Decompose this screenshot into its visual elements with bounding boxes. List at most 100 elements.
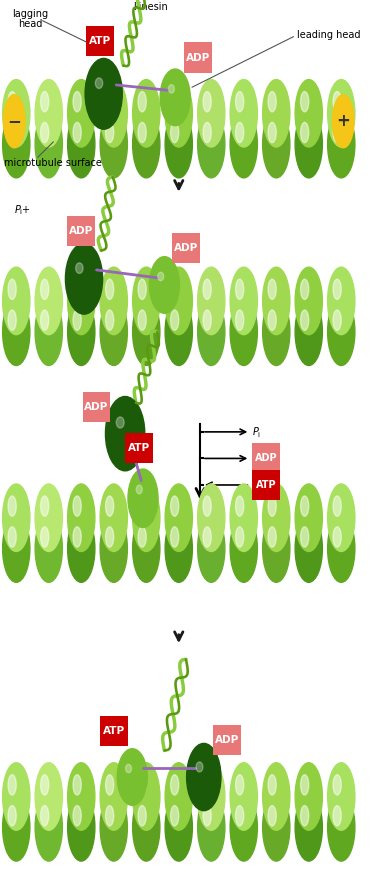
- Circle shape: [41, 279, 49, 299]
- Circle shape: [100, 515, 127, 582]
- Circle shape: [328, 484, 355, 551]
- Circle shape: [165, 763, 192, 830]
- Circle shape: [3, 794, 30, 861]
- Circle shape: [263, 794, 290, 861]
- Circle shape: [198, 298, 225, 366]
- Circle shape: [35, 111, 62, 178]
- Circle shape: [41, 527, 49, 547]
- Circle shape: [263, 111, 290, 178]
- Ellipse shape: [106, 396, 145, 471]
- Circle shape: [230, 111, 257, 178]
- Circle shape: [170, 310, 179, 330]
- Circle shape: [203, 122, 211, 142]
- Circle shape: [41, 805, 49, 826]
- Circle shape: [35, 515, 62, 582]
- Circle shape: [138, 310, 146, 330]
- Circle shape: [333, 527, 341, 547]
- FancyBboxPatch shape: [86, 26, 114, 56]
- Circle shape: [333, 91, 341, 112]
- Circle shape: [198, 794, 225, 861]
- Circle shape: [133, 267, 160, 335]
- Ellipse shape: [113, 415, 131, 441]
- Circle shape: [203, 774, 211, 795]
- Ellipse shape: [85, 58, 122, 129]
- Circle shape: [333, 774, 341, 795]
- Circle shape: [235, 122, 244, 142]
- Circle shape: [198, 111, 225, 178]
- Circle shape: [301, 122, 309, 142]
- Ellipse shape: [136, 485, 142, 494]
- Circle shape: [328, 267, 355, 335]
- Circle shape: [198, 763, 225, 830]
- Circle shape: [165, 80, 192, 147]
- Circle shape: [301, 496, 309, 516]
- Circle shape: [73, 91, 81, 112]
- Ellipse shape: [116, 417, 124, 428]
- Text: ADP: ADP: [84, 402, 109, 412]
- Circle shape: [106, 496, 114, 516]
- Circle shape: [295, 515, 323, 582]
- Text: head: head: [18, 19, 42, 29]
- Circle shape: [263, 763, 290, 830]
- Circle shape: [203, 91, 211, 112]
- Ellipse shape: [166, 83, 180, 103]
- Circle shape: [165, 515, 192, 582]
- Circle shape: [203, 279, 211, 299]
- Circle shape: [235, 774, 244, 795]
- Circle shape: [41, 774, 49, 795]
- Circle shape: [170, 279, 179, 299]
- Circle shape: [268, 774, 276, 795]
- Circle shape: [106, 527, 114, 547]
- Circle shape: [230, 484, 257, 551]
- Circle shape: [230, 763, 257, 830]
- Text: P: P: [14, 204, 20, 215]
- Text: microtubule surface: microtubule surface: [4, 158, 102, 167]
- FancyBboxPatch shape: [253, 470, 280, 500]
- Circle shape: [235, 527, 244, 547]
- Circle shape: [170, 122, 179, 142]
- Text: kinesin: kinesin: [133, 2, 167, 12]
- Circle shape: [68, 794, 95, 861]
- Circle shape: [73, 310, 81, 330]
- FancyBboxPatch shape: [67, 216, 95, 246]
- Circle shape: [301, 91, 309, 112]
- Circle shape: [235, 91, 244, 112]
- Circle shape: [198, 267, 225, 335]
- Circle shape: [133, 111, 160, 178]
- Circle shape: [230, 80, 257, 147]
- Circle shape: [100, 763, 127, 830]
- Circle shape: [8, 527, 16, 547]
- Circle shape: [3, 515, 30, 582]
- Circle shape: [68, 763, 95, 830]
- Text: ATP: ATP: [256, 480, 277, 490]
- Circle shape: [165, 111, 192, 178]
- Text: ADP: ADP: [215, 735, 239, 745]
- Text: P: P: [253, 427, 259, 437]
- Circle shape: [106, 91, 114, 112]
- Circle shape: [328, 111, 355, 178]
- FancyBboxPatch shape: [253, 443, 280, 473]
- Circle shape: [170, 496, 179, 516]
- Circle shape: [138, 527, 146, 547]
- Circle shape: [73, 527, 81, 547]
- Text: ATP: ATP: [128, 442, 151, 453]
- Circle shape: [268, 496, 276, 516]
- Circle shape: [235, 310, 244, 330]
- Circle shape: [301, 310, 309, 330]
- Ellipse shape: [73, 261, 90, 286]
- FancyBboxPatch shape: [125, 433, 153, 463]
- Circle shape: [8, 805, 16, 826]
- Text: ADP: ADP: [69, 226, 93, 236]
- Ellipse shape: [65, 243, 103, 314]
- Circle shape: [3, 267, 30, 335]
- Circle shape: [333, 496, 341, 516]
- Text: leading head: leading head: [297, 30, 360, 41]
- Circle shape: [35, 794, 62, 861]
- Circle shape: [165, 794, 192, 861]
- Circle shape: [138, 279, 146, 299]
- Circle shape: [301, 774, 309, 795]
- Circle shape: [268, 310, 276, 330]
- Circle shape: [138, 774, 146, 795]
- Ellipse shape: [76, 263, 83, 273]
- Text: +: +: [336, 112, 350, 130]
